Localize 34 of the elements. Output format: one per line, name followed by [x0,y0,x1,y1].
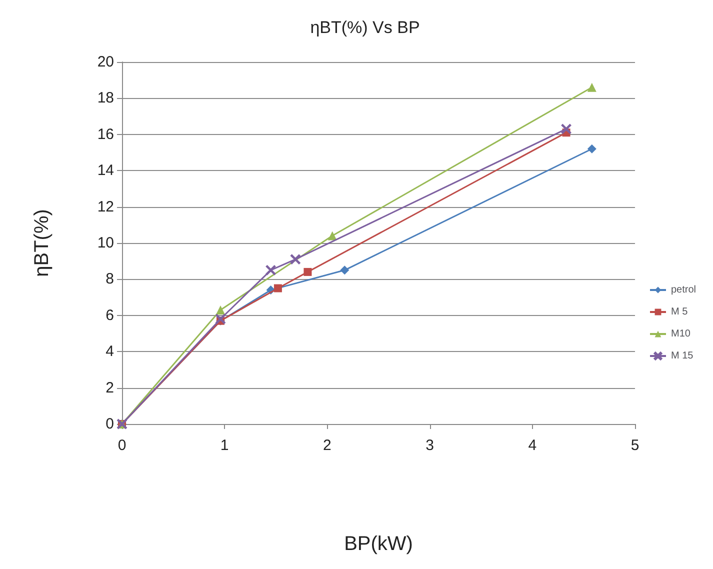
point [340,266,350,275]
x-tick-label: 3 [426,437,434,454]
point [304,268,312,276]
point [587,144,596,154]
chart-title: ηBT(%) Vs BP [310,18,420,37]
y-tick-label: 18 [97,90,114,107]
legend-label: M 15 [671,350,694,362]
x-axis-title: BP(kW) [344,533,413,555]
point [561,124,572,134]
x-tick-label: 5 [630,437,640,454]
y-tick-label: 2 [106,379,114,396]
x-tick-label: 2 [323,437,332,454]
legend-label: petrol [671,284,696,296]
y-tick-label: 20 [97,54,114,70]
x-tick-label: 0 [118,437,126,454]
y-tick-label: 8 [106,270,114,288]
legend-label: M 5 [671,306,688,318]
y-tick-label: 0 [106,416,114,432]
x-tick-label: 1 [220,437,229,454]
point [587,82,596,92]
y-tick-label: 14 [97,162,114,180]
point [290,254,300,264]
point [216,305,225,314]
point [328,231,337,240]
y-axis-title: ηBT(%) [31,209,53,277]
point [274,284,282,292]
legend-label: M10 [671,328,691,340]
point [266,265,276,276]
y-tick-label: 12 [97,198,114,216]
x-tick-label: 4 [528,437,537,454]
y-tick-label: 10 [97,234,114,252]
y-tick-label: 16 [97,126,114,143]
y-tick-label: 6 [106,306,114,324]
y-tick-label: 4 [106,343,114,360]
